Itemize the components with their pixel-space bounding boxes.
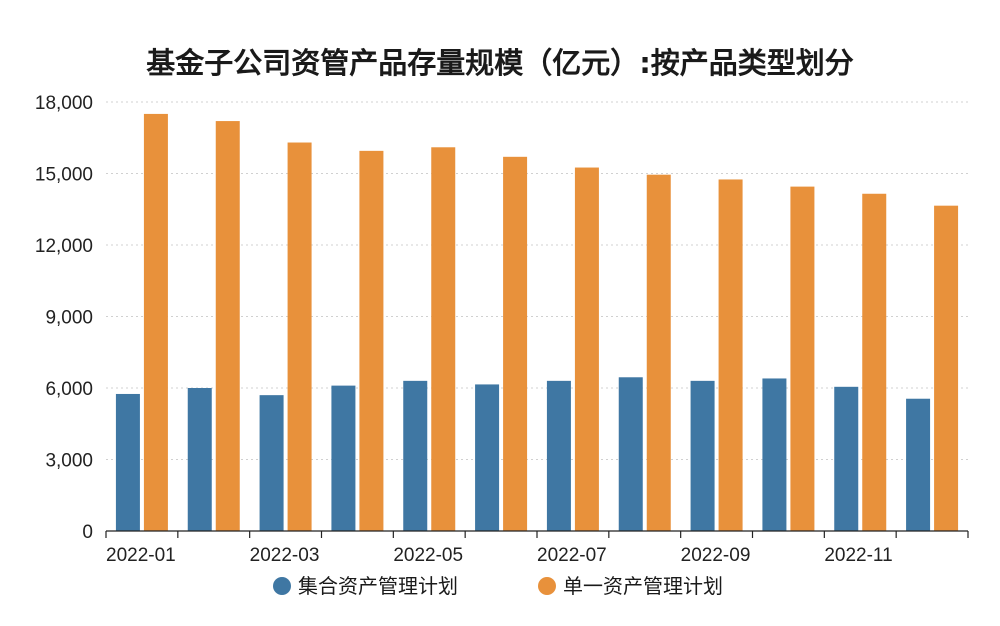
y-tick-label: 12,000 bbox=[35, 236, 93, 257]
bar-single bbox=[431, 147, 456, 532]
bar-single bbox=[718, 179, 743, 532]
y-tick-label: 9,000 bbox=[45, 308, 93, 329]
bar-single bbox=[574, 167, 599, 531]
bar-collective bbox=[475, 384, 500, 531]
x-tick-label: 2022-07 bbox=[537, 545, 607, 566]
legend-marker bbox=[273, 577, 291, 595]
bar-collective bbox=[331, 385, 356, 531]
x-tick-label: 2022-11 bbox=[824, 545, 892, 566]
bar-single bbox=[790, 186, 815, 531]
legend: 集合资产管理计划 单一资产管理计划 bbox=[273, 574, 723, 598]
bar-collective bbox=[618, 377, 643, 531]
bar-single bbox=[503, 156, 528, 532]
bar-collective bbox=[906, 398, 931, 531]
legend-label: 单一资产管理计划 bbox=[563, 574, 723, 598]
bar-collective bbox=[834, 386, 859, 531]
bar-single bbox=[287, 142, 312, 531]
y-tick-label: 3,000 bbox=[45, 451, 93, 472]
bars bbox=[115, 113, 959, 532]
x-tick-label: 2022-09 bbox=[681, 545, 751, 566]
bar-single bbox=[143, 113, 168, 532]
bar-collective bbox=[690, 380, 715, 531]
bar-single bbox=[359, 150, 384, 531]
bar-collective bbox=[403, 380, 428, 531]
x-tick-label: 2022-03 bbox=[250, 545, 320, 566]
y-axis-ticks: 0 3,000 6,000 9,000 12,000 15,000 18,000 bbox=[35, 93, 93, 543]
bar-collective bbox=[259, 395, 284, 531]
chart-title: 基金子公司资管产品存量规模（亿元）:按产品类型划分 bbox=[146, 46, 854, 80]
legend-label: 集合资产管理计划 bbox=[298, 574, 458, 598]
bar-collective bbox=[546, 380, 571, 531]
x-axis bbox=[105, 530, 969, 538]
bar-single bbox=[934, 205, 959, 532]
y-tick-label: 15,000 bbox=[35, 165, 93, 186]
legend-marker bbox=[538, 577, 556, 595]
bar-collective bbox=[187, 388, 212, 531]
bar-single bbox=[646, 174, 671, 532]
bar-single bbox=[862, 193, 887, 531]
x-axis-ticks: 2022-01 2022-03 2022-05 2022-07 2022-09 2022-… bbox=[106, 545, 893, 566]
y-tick-label: 6,000 bbox=[45, 379, 93, 400]
bar-single bbox=[215, 121, 240, 532]
grid-lines bbox=[106, 101, 968, 460]
x-tick-label: 2022-05 bbox=[393, 545, 463, 566]
y-tick-label: 0 bbox=[82, 522, 93, 543]
y-tick-label: 18,000 bbox=[35, 93, 93, 114]
bar-collective bbox=[762, 378, 787, 531]
bar-collective bbox=[115, 393, 140, 531]
x-tick-label: 2022-01 bbox=[106, 545, 176, 566]
